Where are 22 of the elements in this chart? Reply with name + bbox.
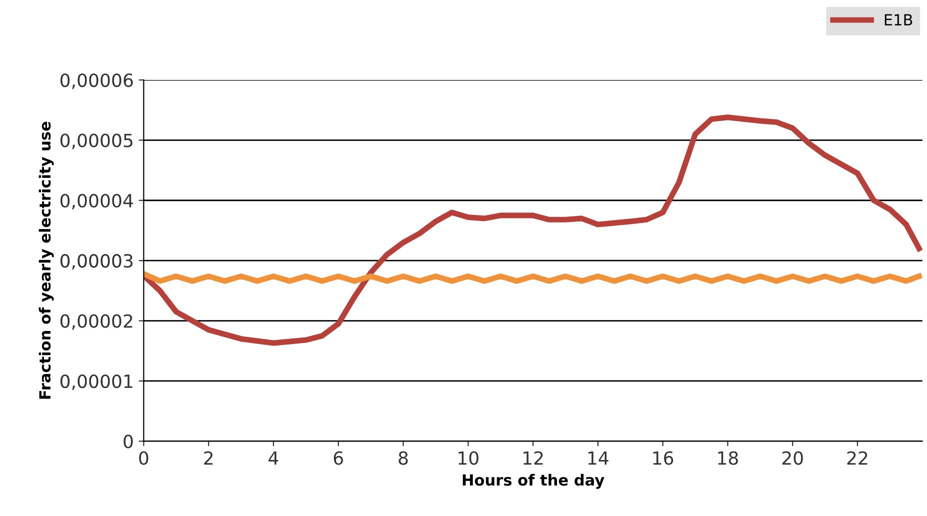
y-tick-label: 0,00001 — [60, 374, 132, 390]
x-tick-label: 22 — [847, 451, 868, 465]
x-tick-label: 6 — [334, 451, 343, 465]
y-tick-label: 0,00003 — [60, 254, 133, 270]
y-tick-label: 0 — [124, 434, 133, 448]
y-tick-label: 0,00002 — [60, 314, 132, 330]
legend-label: E1B — [884, 14, 912, 26]
x-tick-label: 18 — [718, 451, 738, 465]
y-tick-label: 0,00004 — [60, 194, 133, 210]
x-tick-label: 0 — [139, 451, 148, 465]
x-tick-label: 16 — [653, 451, 674, 465]
x-tick-label: 20 — [782, 451, 803, 465]
y-axis-title: Fraction of yearly electricity use — [38, 122, 54, 399]
x-axis-title: Hours of the day — [462, 474, 604, 489]
y-tick-label: 0,00005 — [60, 134, 132, 150]
x-tick-label: 12 — [524, 451, 543, 465]
x-tick-label: 4 — [268, 451, 278, 465]
x-tick-label: 14 — [588, 451, 608, 465]
y-tick-label: 0,00006 — [60, 73, 133, 89]
x-tick-label: 8 — [398, 451, 408, 465]
x-tick-label: 10 — [458, 451, 478, 465]
x-tick-label: 2 — [204, 451, 213, 465]
